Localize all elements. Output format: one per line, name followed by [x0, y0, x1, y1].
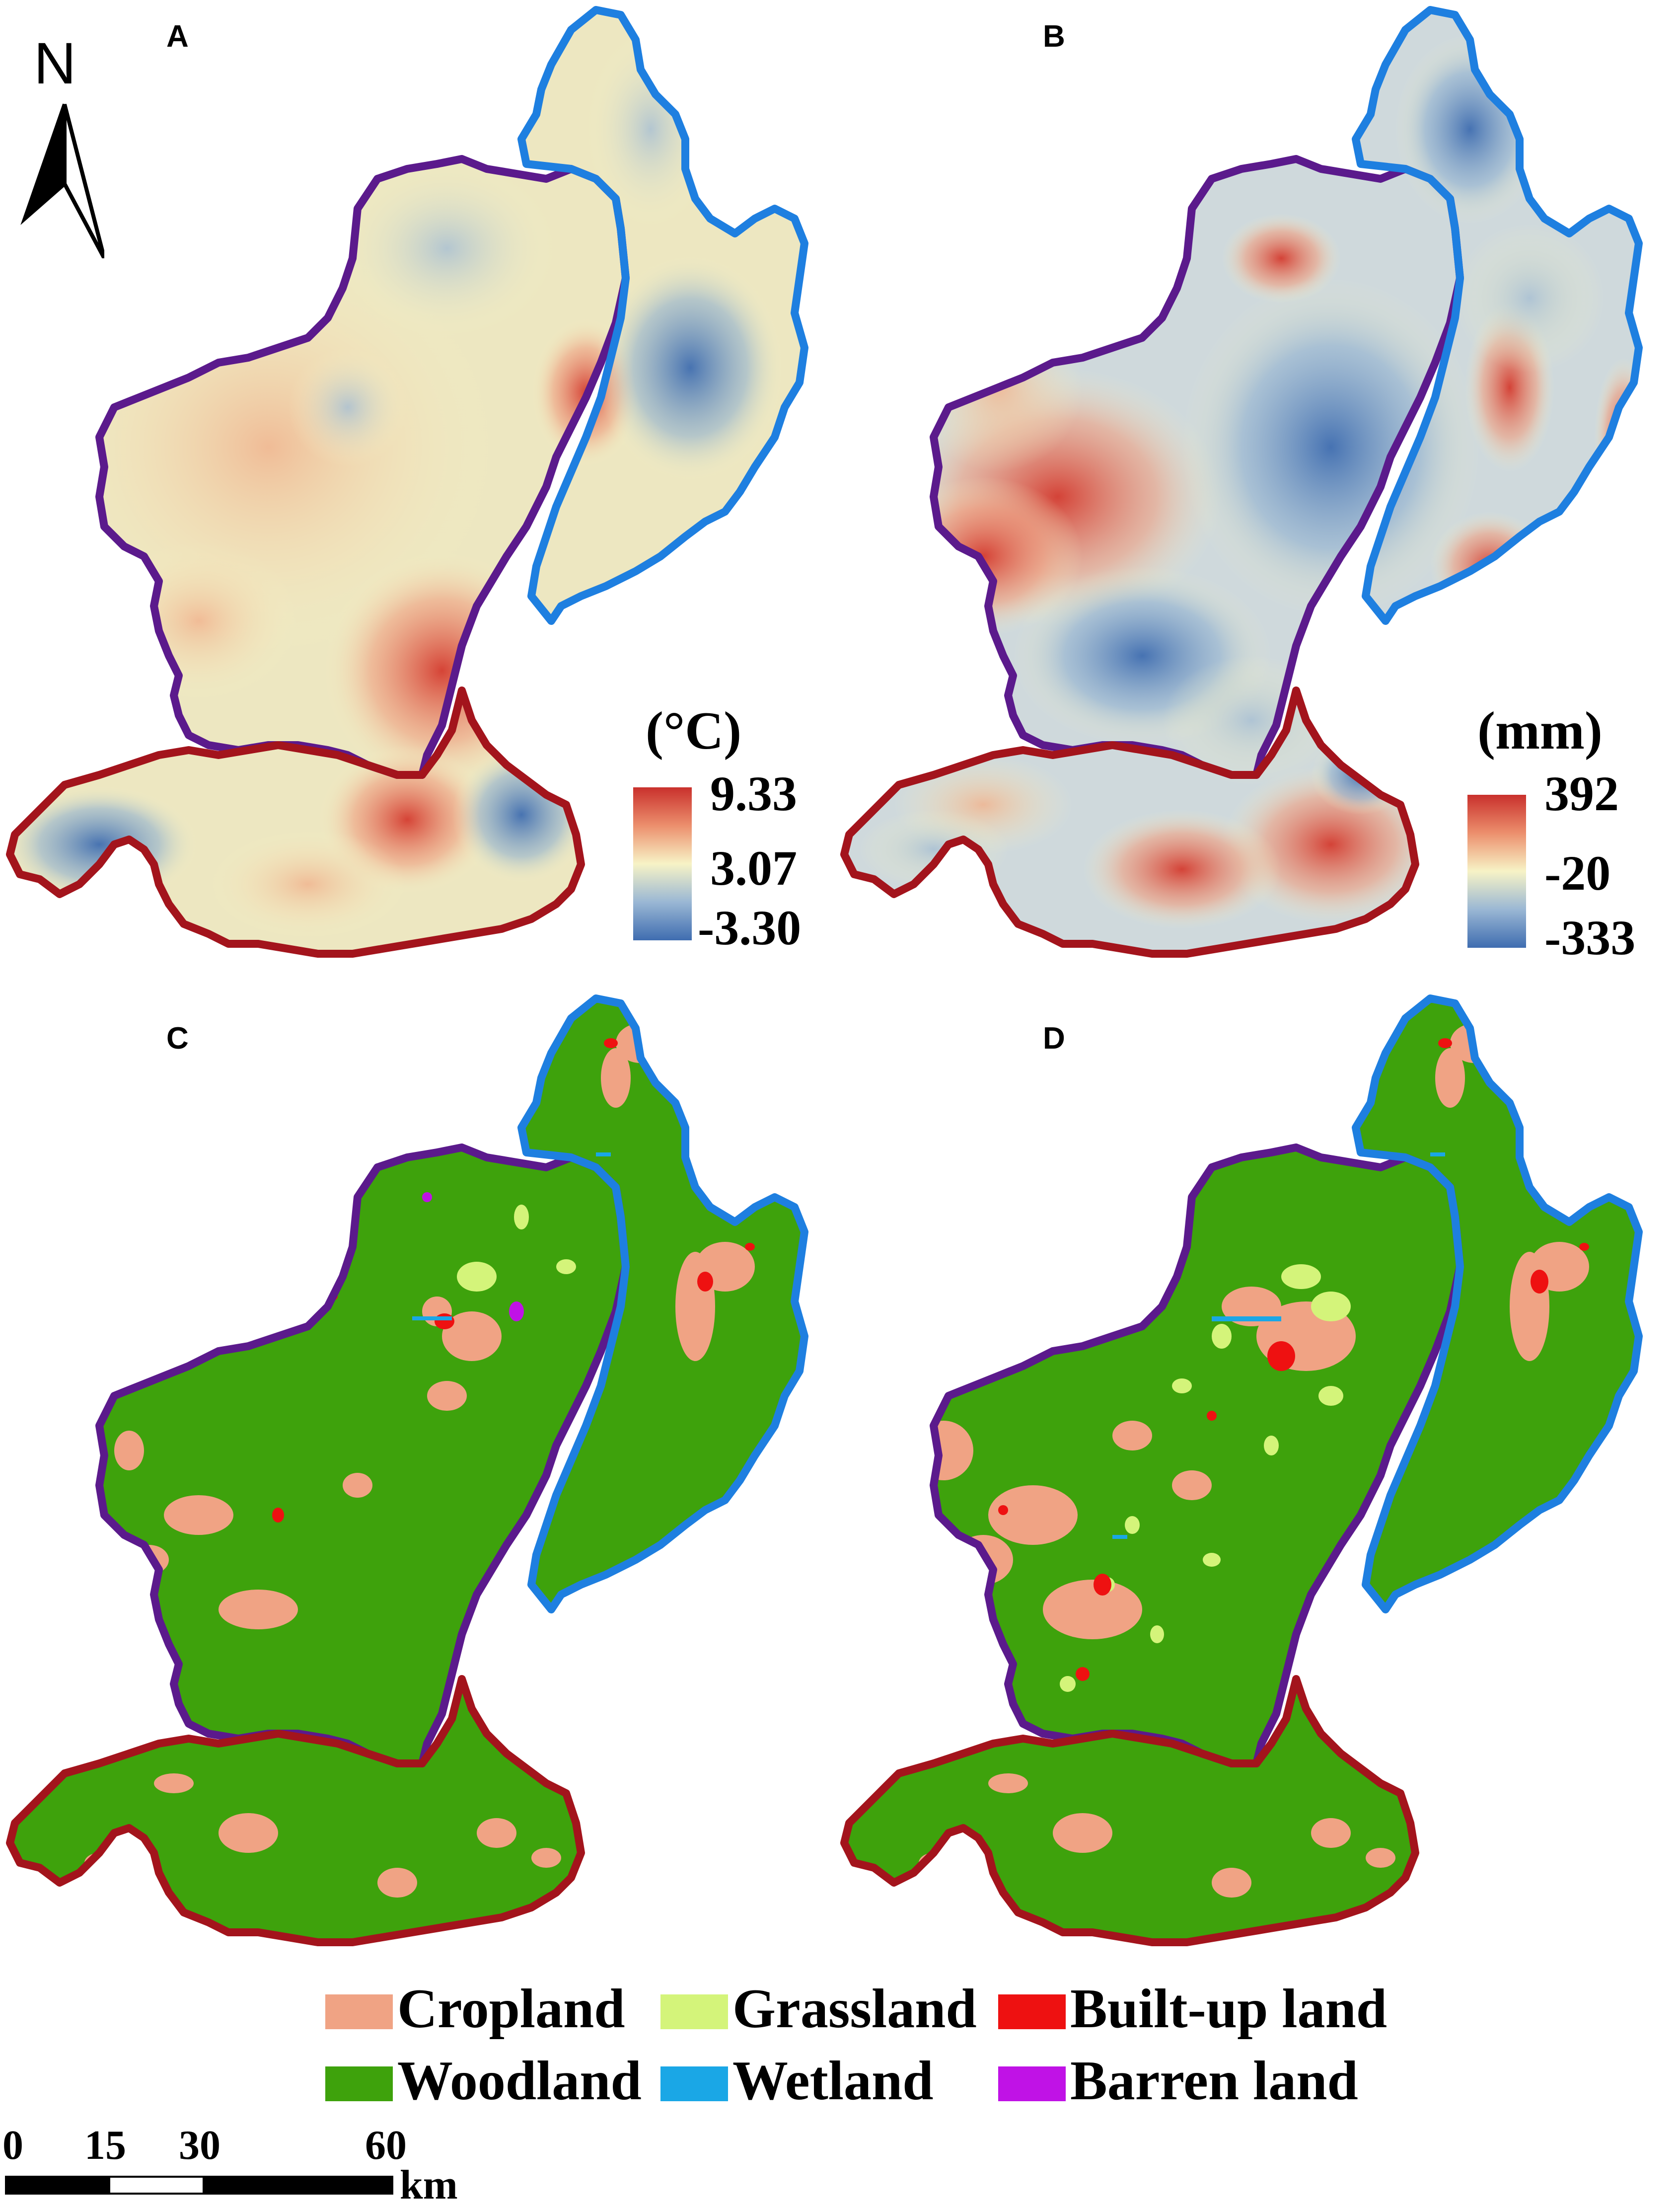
legend-swatch-barren-land	[998, 2066, 1066, 2101]
legend-label-cropland: Cropland	[397, 1978, 625, 2040]
scale-unit: km	[400, 2162, 458, 2208]
legend-swatch-woodland	[325, 2066, 393, 2101]
map-panel-b	[834, 0, 1679, 974]
legend-b-min: -333	[1544, 910, 1636, 965]
legend-b-mid: -20	[1544, 845, 1611, 901]
panel-label-b: B	[1043, 19, 1065, 54]
map-panel-c	[0, 989, 844, 1962]
panel-label-d: D	[1043, 1021, 1065, 1056]
temperature-surface	[10, 10, 804, 954]
legend-a-min: -3.30	[698, 900, 802, 955]
panel-label-a: A	[166, 19, 189, 54]
scale-tick-60: 60	[365, 2122, 407, 2168]
north-letter: N	[34, 31, 76, 96]
scale-tick-30: 30	[179, 2122, 220, 2168]
precipitation-surface	[844, 10, 1639, 954]
legend-b-max: 392	[1544, 766, 1619, 821]
map-panel-d	[834, 989, 1679, 1962]
legend-label-grassland: Grassland	[732, 1978, 977, 2040]
scale-bar	[5, 2176, 393, 2195]
legend-label-woodland: Woodland	[397, 2050, 642, 2112]
north-arrow: N	[15, 30, 104, 258]
legend-swatch-grassland	[660, 1994, 728, 2029]
legend-swatch-cropland	[325, 1994, 393, 2029]
north-arrow-icon	[20, 103, 104, 258]
legend-a-mid: 3.07	[710, 840, 797, 896]
land-use-2000	[10, 998, 804, 1942]
legend-a-colorbar	[633, 787, 692, 940]
scale-tick-0: 0	[2, 2122, 23, 2168]
land-use-2020	[844, 998, 1639, 1942]
legend-label-wetland: Wetland	[732, 2050, 934, 2112]
legend-b-colorbar	[1467, 795, 1526, 948]
scale-tick-15: 15	[84, 2122, 126, 2168]
legend-a-unit: (°C)	[646, 701, 742, 761]
legend-a-max: 9.33	[710, 766, 797, 821]
legend-b-unit: (mm)	[1477, 701, 1603, 761]
legend-label-barren-land: Barren land	[1070, 2050, 1358, 2112]
legend-label-built-up-land: Built-up land	[1070, 1978, 1388, 2040]
panel-label-c: C	[166, 1021, 189, 1056]
map-panel-a	[0, 0, 844, 974]
legend-swatch-wetland	[660, 2066, 728, 2101]
legend-swatch-built-up-land	[998, 1994, 1066, 2029]
